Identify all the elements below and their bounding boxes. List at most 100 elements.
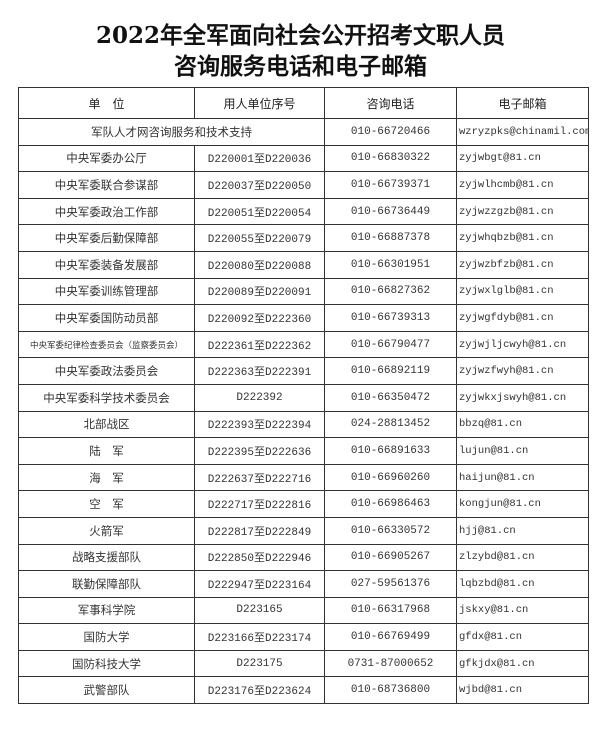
unit-cell: 北部战区 [18, 410, 195, 439]
unit-cell: 中央军委政法委员会 [18, 357, 195, 385]
phone-cell: 010-66790477 [324, 330, 457, 359]
support-unit: 军队人才网咨询服务和技术支持 [18, 118, 325, 146]
table-row: 武警部队 D223176至D223624 010-68736800 wjbd@81.c… [18, 676, 589, 705]
phone-cell: 010-66301951 [324, 250, 457, 279]
code-cell: D222947至D223164 [194, 570, 325, 598]
unit-cell: 中央军委联合参谋部 [18, 171, 195, 199]
code-cell: D222361至D222362 [194, 330, 325, 359]
code-cell: D222363至D222391 [194, 357, 325, 385]
unit-cell: 国防科技大学 [18, 649, 195, 678]
phone-cell: 027-59561376 [324, 570, 457, 598]
code-cell: D223175 [194, 649, 325, 678]
phone-cell: 010-68736800 [324, 676, 457, 705]
table-header-row: 单 位 用人单位序号 咨询电话 电子邮箱 [18, 87, 589, 119]
table-row: 中央军委办公厅 D220001至D220036 010-66830322 zyjwbg… [18, 144, 589, 173]
code-cell: D220001至D220036 [194, 144, 325, 173]
header-phone: 咨询电话 [324, 87, 457, 119]
phone-cell: 010-66317968 [324, 596, 457, 625]
table-row: 中央军委科学技术委员会 D222392 010-66350472 zyjwkxjswy… [18, 383, 589, 412]
code-cell: D220051至D220054 [194, 197, 325, 226]
unit-cell: 中央军委后勤保障部 [18, 224, 195, 252]
phone-cell: 010-66905267 [324, 543, 457, 572]
code-cell: D222817至D222849 [194, 516, 325, 545]
table-row: 海 军 D222637至D222716 010-66960260 haijun@81.… [18, 463, 589, 492]
email-cell: zyjwhqbzb@81.cn [456, 224, 589, 252]
phone-cell: 010-66892119 [324, 357, 457, 385]
unit-cell: 国防大学 [18, 623, 195, 651]
unit-cell: 中央军委科学技术委员会 [18, 383, 195, 412]
table-row: 北部战区 D222393至D222394 024-28813452 bbzq@81.c… [18, 410, 589, 439]
unit-cell: 武警部队 [18, 676, 195, 705]
table-row: 国防科技大学 D223175 0731-87000652 gfkjdx@81.cn [18, 649, 589, 678]
phone-cell: 010-66769499 [324, 623, 457, 651]
unit-cell: 海 军 [18, 463, 195, 492]
table-row: 国防大学 D223166至D223174 010-66769499 gfdx@81.c… [18, 623, 589, 651]
phone-cell: 010-66739313 [324, 304, 457, 332]
code-cell: D220080至D220088 [194, 250, 325, 279]
phone-cell: 010-66960260 [324, 463, 457, 492]
header-unit: 单 位 [18, 87, 195, 119]
unit-cell: 陆 军 [18, 437, 195, 465]
unit-cell: 中央军委纪律检查委员会（监察委员会） [18, 330, 195, 359]
email-cell: zyjwjljcwyh@81.cn [456, 330, 589, 359]
email-cell: bbzq@81.cn [456, 410, 589, 439]
support-phone: 010-66720466 [324, 118, 457, 146]
unit-cell: 联勤保障部队 [18, 570, 195, 598]
email-cell: wjbd@81.cn [456, 676, 589, 705]
code-cell: D222717至D222816 [194, 490, 325, 518]
table-row: 空 军 D222717至D222816 010-66986463 kongjun@81… [18, 490, 589, 518]
table-row: 中央军委联合参谋部 D220037至D220050 010-66739371 zyjw… [18, 171, 589, 199]
unit-cell: 中央军委办公厅 [18, 144, 195, 173]
table-row: 军事科学院 D223165 010-66317968 jskxy@81.cn [18, 596, 589, 625]
code-cell: D220092至D222360 [194, 304, 325, 332]
table-row: 中央军委纪律检查委员会（监察委员会） D222361至D222362 010-667… [18, 330, 589, 359]
email-cell: lqbzbd@81.cn [456, 570, 589, 598]
document-title-line-1: 2022年全军面向社会公开招考文职人员 [95, 22, 505, 49]
unit-cell: 中央军委训练管理部 [18, 277, 195, 306]
code-cell: D223166至D223174 [194, 623, 325, 651]
phone-cell: 010-66891633 [324, 437, 457, 465]
email-cell: kongjun@81.cn [456, 490, 589, 518]
email-cell: zyjwkxjswyh@81.cn [456, 383, 589, 412]
unit-cell: 中央军委政治工作部 [18, 197, 195, 226]
phone-cell: 010-66887378 [324, 224, 457, 252]
code-cell: D220037至D220050 [194, 171, 325, 199]
email-cell: zyjwgfdyb@81.cn [456, 304, 589, 332]
email-cell: gfdx@81.cn [456, 623, 589, 651]
table-row: 中央军委政法委员会 D222363至D222391 010-66892119 zyjw… [18, 357, 589, 385]
phone-cell: 010-66830322 [324, 144, 457, 173]
support-row: 军队人才网咨询服务和技术支持 010-66720466 wzryzpks@chi… [18, 118, 589, 146]
phone-cell: 010-66739371 [324, 171, 457, 199]
code-cell: D223176至D223624 [194, 676, 325, 705]
email-cell: zyjwlhcmb@81.cn [456, 171, 589, 199]
code-cell: D223165 [194, 596, 325, 625]
email-cell: zyjwzzgzb@81.cn [456, 197, 589, 226]
code-cell: D222850至D222946 [194, 543, 325, 572]
email-cell: hjj@81.cn [456, 516, 589, 545]
document-title-line-2: 咨询服务电话和电子邮箱 [174, 53, 427, 80]
table-row: 陆 军 D222395至D222636 010-66891633 lujun@81.c… [18, 437, 589, 465]
unit-cell: 战略支援部队 [18, 543, 195, 572]
code-cell: D220089至D220091 [194, 277, 325, 306]
email-cell: zyjwzbfzb@81.cn [456, 250, 589, 279]
phone-cell: 010-66736449 [324, 197, 457, 226]
email-cell: zyjwxlglb@81.cn [456, 277, 589, 306]
unit-cell: 火箭军 [18, 516, 195, 545]
table-row: 中央军委政治工作部 D220051至D220054 010-66736449 zyjw… [18, 197, 589, 226]
phone-cell: 010-66350472 [324, 383, 457, 412]
contact-table: 单 位 用人单位序号 咨询电话 电子邮箱 军队人才网咨询服务和技术支持 010-… [18, 87, 589, 705]
table-row: 战略支援部队 D222850至D222946 010-66905267 zlzybd@… [18, 543, 589, 572]
phone-cell: 024-28813452 [324, 410, 457, 439]
phone-cell: 0731-87000652 [324, 649, 457, 678]
header-code: 用人单位序号 [194, 87, 325, 119]
unit-cell: 中央军委国防动员部 [18, 304, 195, 332]
code-cell: D222395至D222636 [194, 437, 325, 465]
email-cell: zyjwbgt@81.cn [456, 144, 589, 173]
support-email: wzryzpks@chinamil.com.cn [456, 118, 589, 146]
unit-cell: 中央军委装备发展部 [18, 250, 195, 279]
table-row: 联勤保障部队 D222947至D223164 027-59561376 lqbzbd@… [18, 570, 589, 598]
table-row: 火箭军 D222817至D222849 010-66330572 hjj@81.cn [18, 516, 589, 545]
phone-cell: 010-66986463 [324, 490, 457, 518]
email-cell: lujun@81.cn [456, 437, 589, 465]
unit-cell: 空 军 [18, 490, 195, 518]
